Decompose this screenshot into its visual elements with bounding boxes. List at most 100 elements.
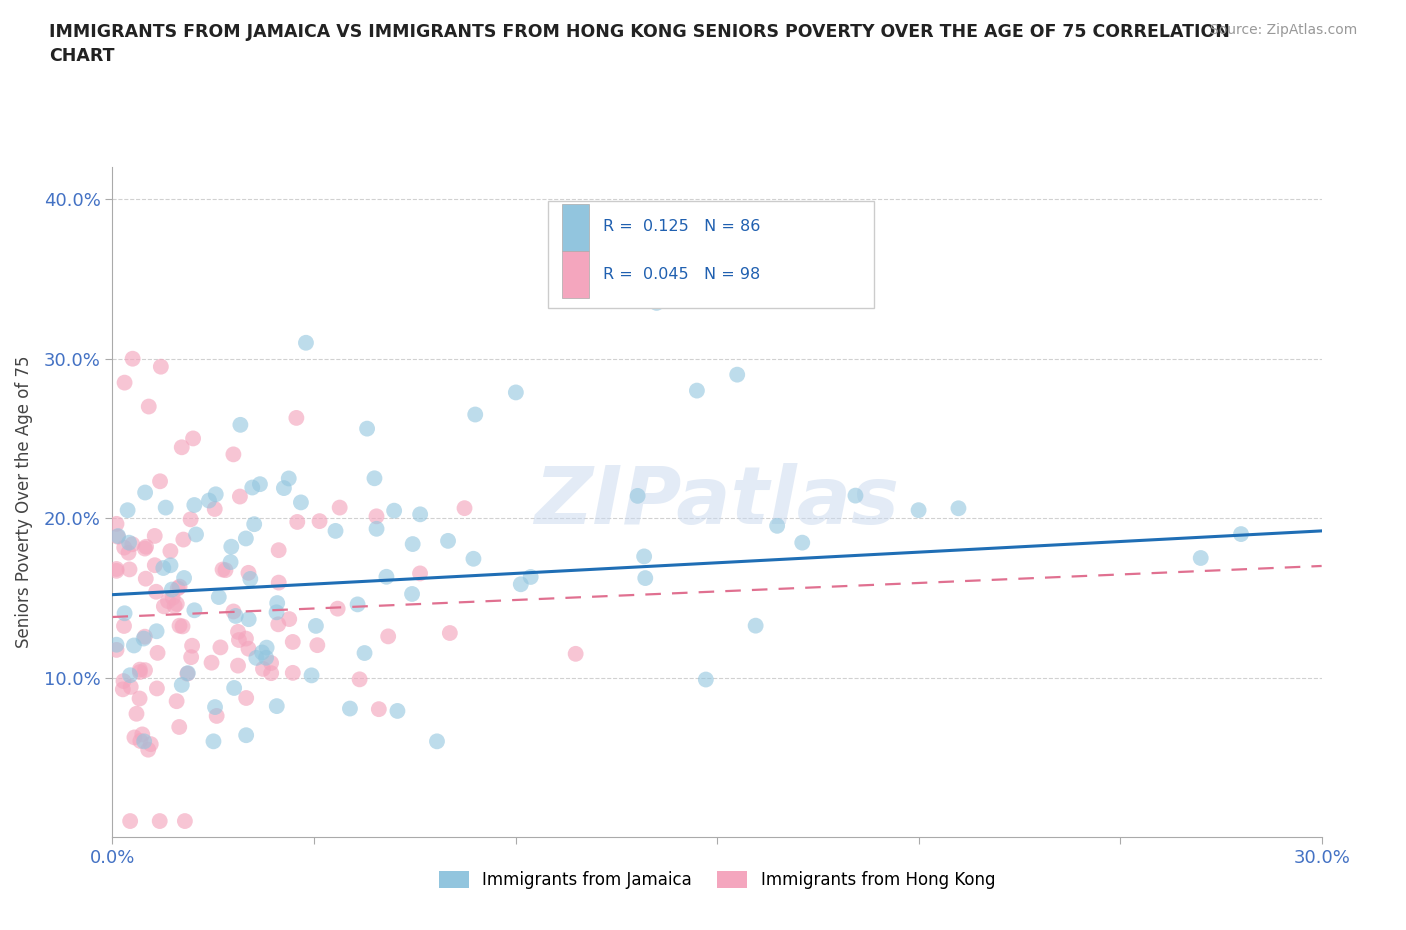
Point [159,558,181,573]
Point [238,565,260,580]
Point [349,671,371,686]
Point [1230,526,1253,541]
Point [402,537,425,551]
Point [169,618,191,633]
Point [307,638,329,653]
Point [134,734,156,749]
Point [519,569,541,584]
Point [281,665,304,680]
Point [235,691,257,706]
Bar [562,205,589,251]
Point [120,680,142,695]
Point [131,727,153,742]
Point [229,489,252,504]
Point [1189,551,1212,565]
Point [160,582,183,597]
Point [183,603,205,618]
Point [301,668,323,683]
Point [107,529,129,544]
Point [243,517,266,532]
Text: R =  0.045   N = 98: R = 0.045 N = 98 [603,267,761,282]
Point [162,591,184,605]
Point [222,604,245,618]
Point [117,503,139,518]
Point [267,575,290,590]
Point [353,645,375,660]
Point [329,500,352,515]
Point [170,677,193,692]
Point [134,630,156,644]
Point [129,734,152,749]
Point [177,666,200,681]
Point [166,596,188,611]
Point [181,638,204,653]
Point [453,500,475,515]
Point [235,531,257,546]
Point [409,507,432,522]
Point [224,681,246,696]
Text: Source: ZipAtlas.com: Source: ZipAtlas.com [1209,23,1357,37]
Point [145,624,167,639]
Point [409,566,432,581]
Point [138,399,160,414]
Point [157,593,180,608]
Point [114,375,136,390]
Point [170,440,193,455]
Point [211,562,233,577]
Point [136,742,159,757]
Point [326,601,349,616]
Point [509,577,531,591]
Point [226,624,249,639]
Point [627,488,650,503]
Point [235,631,257,646]
Point [240,480,263,495]
Point [238,642,260,657]
Point [105,564,128,578]
Point [105,643,128,658]
Point [277,471,299,485]
Point [346,597,368,612]
Point [176,666,198,681]
Point [200,656,222,671]
Point [166,581,188,596]
FancyBboxPatch shape [548,201,875,308]
Point [426,734,449,749]
Point [339,701,361,716]
Point [254,650,277,665]
Point [202,734,225,749]
Point [273,481,295,496]
Point [143,558,166,573]
Point [766,518,789,533]
Legend: Immigrants from Jamaica, Immigrants from Hong Kong: Immigrants from Jamaica, Immigrants from… [433,864,1001,896]
Point [907,503,929,518]
Point [135,571,157,586]
Point [135,539,157,554]
Point [143,528,166,543]
Point [239,571,262,586]
Point [173,814,195,829]
Point [146,681,169,696]
Point [209,640,232,655]
Point [124,730,146,745]
Point [250,645,273,660]
Point [225,608,247,623]
Point [222,447,245,462]
Point [463,551,485,566]
Point [134,663,156,678]
Point [285,514,308,529]
Point [132,631,155,646]
Point [155,500,177,515]
Point [267,617,290,631]
Point [226,658,249,673]
Point [208,590,231,604]
Point [235,728,257,743]
Point [152,561,174,576]
Point [166,694,188,709]
Point [219,554,242,569]
Point [382,503,405,518]
Point [205,709,228,724]
Point [744,618,766,633]
Point [134,541,156,556]
Point [260,666,283,681]
Point [695,672,717,687]
